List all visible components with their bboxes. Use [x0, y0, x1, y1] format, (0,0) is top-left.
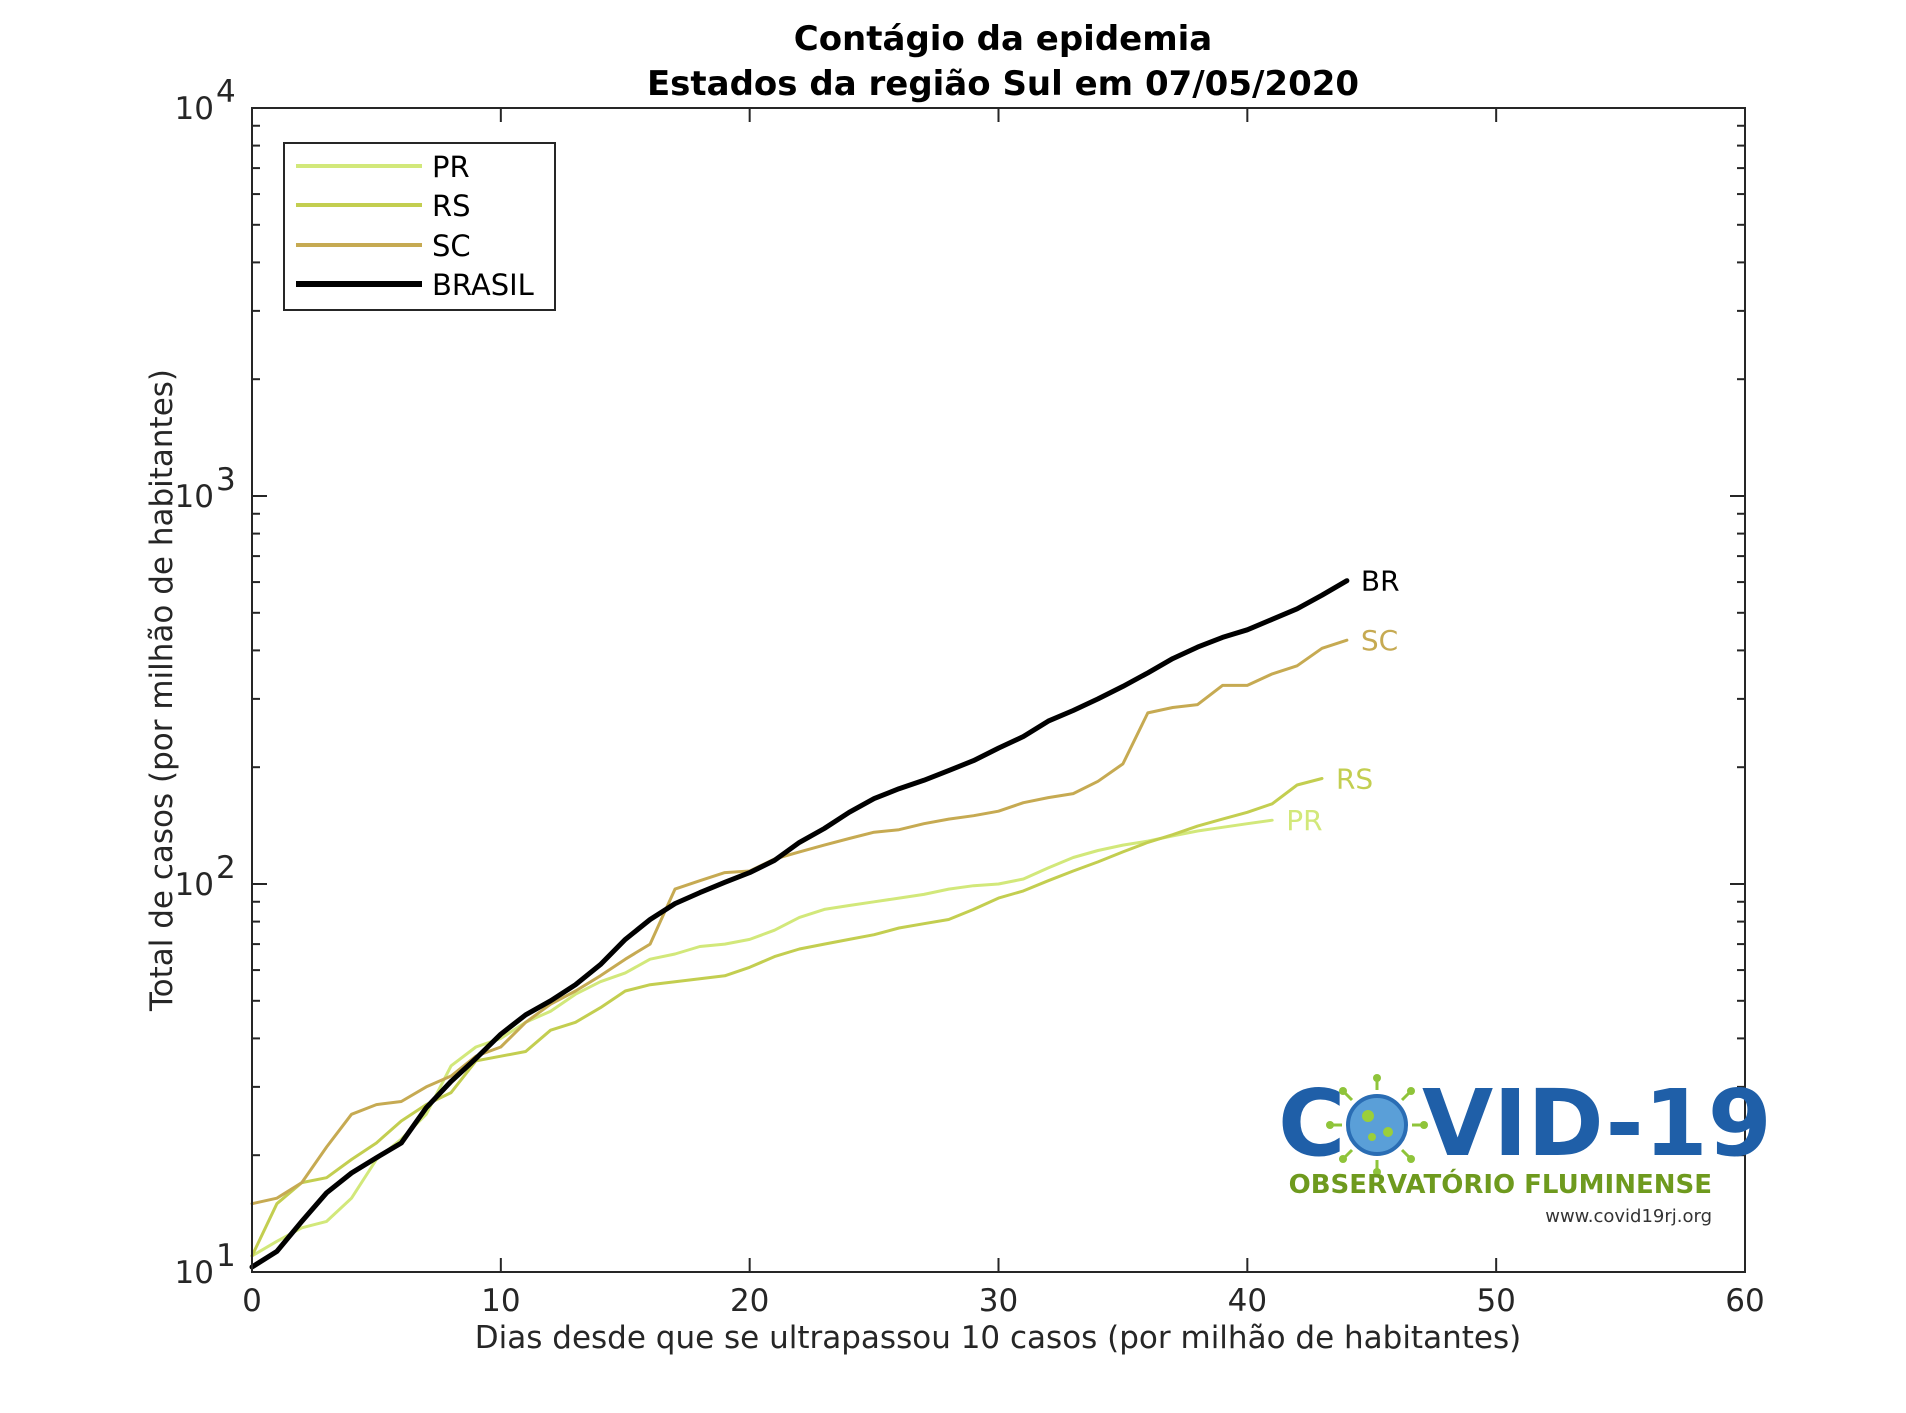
y-tick-exponent: 4 [216, 74, 236, 110]
x-axis-label: Dias desde que se ultrapassou 10 casos (… [475, 1320, 1521, 1356]
legend: PR RS SC BRASIL [283, 142, 556, 311]
end-label-pr: PR [1286, 804, 1322, 837]
legend-label-sc: SC [432, 229, 471, 263]
x-tick-label: 10 [481, 1283, 520, 1319]
logo-url: www.covid19rj.org [1545, 1206, 1712, 1227]
logo-word-vid19: VID-19 [1422, 1070, 1772, 1177]
covid19-logo: C [1278, 1070, 1772, 1227]
x-tick-label: 0 [242, 1283, 262, 1319]
y-tick-exponent: 1 [216, 1238, 236, 1274]
legend-label-rs: RS [432, 189, 471, 223]
virus-icon [1326, 1074, 1428, 1176]
x-tick-label: 50 [1476, 1283, 1515, 1319]
end-label-rs: RS [1336, 763, 1373, 796]
end-label-sc: SC [1361, 624, 1398, 657]
chart-title: Contágio da epidemia [794, 19, 1213, 59]
tick-layer [251, 107, 1746, 1273]
x-tick-label: 30 [979, 1283, 1018, 1319]
y-tick-label: 10 [175, 479, 214, 515]
series-line-brasil [249, 578, 1350, 1270]
logo-subtitle: OBSERVATÓRIO FLUMINENSE [1289, 1168, 1712, 1200]
y-axis-label: Total de casos (por milhão de habitantes… [144, 369, 180, 1012]
y-tick-label: 10 [175, 867, 214, 903]
series-line-sc [250, 638, 1349, 1206]
y-tick-exponent: 3 [216, 462, 236, 498]
series-layer [249, 578, 1350, 1270]
y-tick-exponent: 2 [216, 850, 236, 886]
end-label-layer: PR RS SC BR [1286, 565, 1399, 838]
x-tick-label: 20 [730, 1283, 769, 1319]
legend-label-brasil: BRASIL [432, 268, 534, 302]
y-tick-label: 10 [175, 91, 214, 127]
legend-label-pr: PR [432, 150, 470, 184]
x-tick-label: 40 [1228, 1283, 1267, 1319]
y-tick-label: 10 [175, 1255, 214, 1291]
x-tick-label: 60 [1725, 1283, 1764, 1319]
series-line-pr [250, 818, 1274, 1258]
end-label-brasil: BR [1361, 565, 1400, 598]
chart-subtitle: Estados da região Sul em 07/05/2020 [647, 64, 1359, 104]
